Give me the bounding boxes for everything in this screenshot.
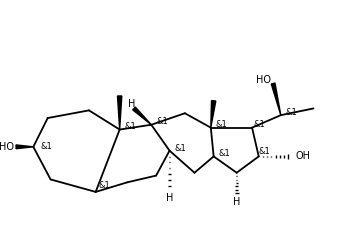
Polygon shape: [16, 145, 33, 149]
Text: H: H: [128, 99, 136, 109]
Text: HO: HO: [256, 75, 271, 85]
Text: HO: HO: [0, 142, 14, 152]
Text: OH: OH: [295, 151, 310, 161]
Polygon shape: [133, 107, 151, 125]
Text: &1: &1: [125, 122, 136, 131]
Text: &1: &1: [219, 149, 230, 158]
Text: &1: &1: [286, 108, 297, 117]
Polygon shape: [271, 83, 281, 115]
Text: &1: &1: [215, 120, 227, 129]
Polygon shape: [118, 96, 122, 129]
Text: &1: &1: [259, 147, 271, 156]
Text: H: H: [233, 198, 240, 208]
Text: &1: &1: [99, 181, 110, 190]
Text: &1: &1: [40, 142, 52, 151]
Text: &1: &1: [254, 120, 266, 129]
Text: &1: &1: [174, 144, 186, 153]
Text: H: H: [166, 193, 173, 203]
Polygon shape: [211, 100, 216, 128]
Text: &1: &1: [156, 117, 168, 126]
